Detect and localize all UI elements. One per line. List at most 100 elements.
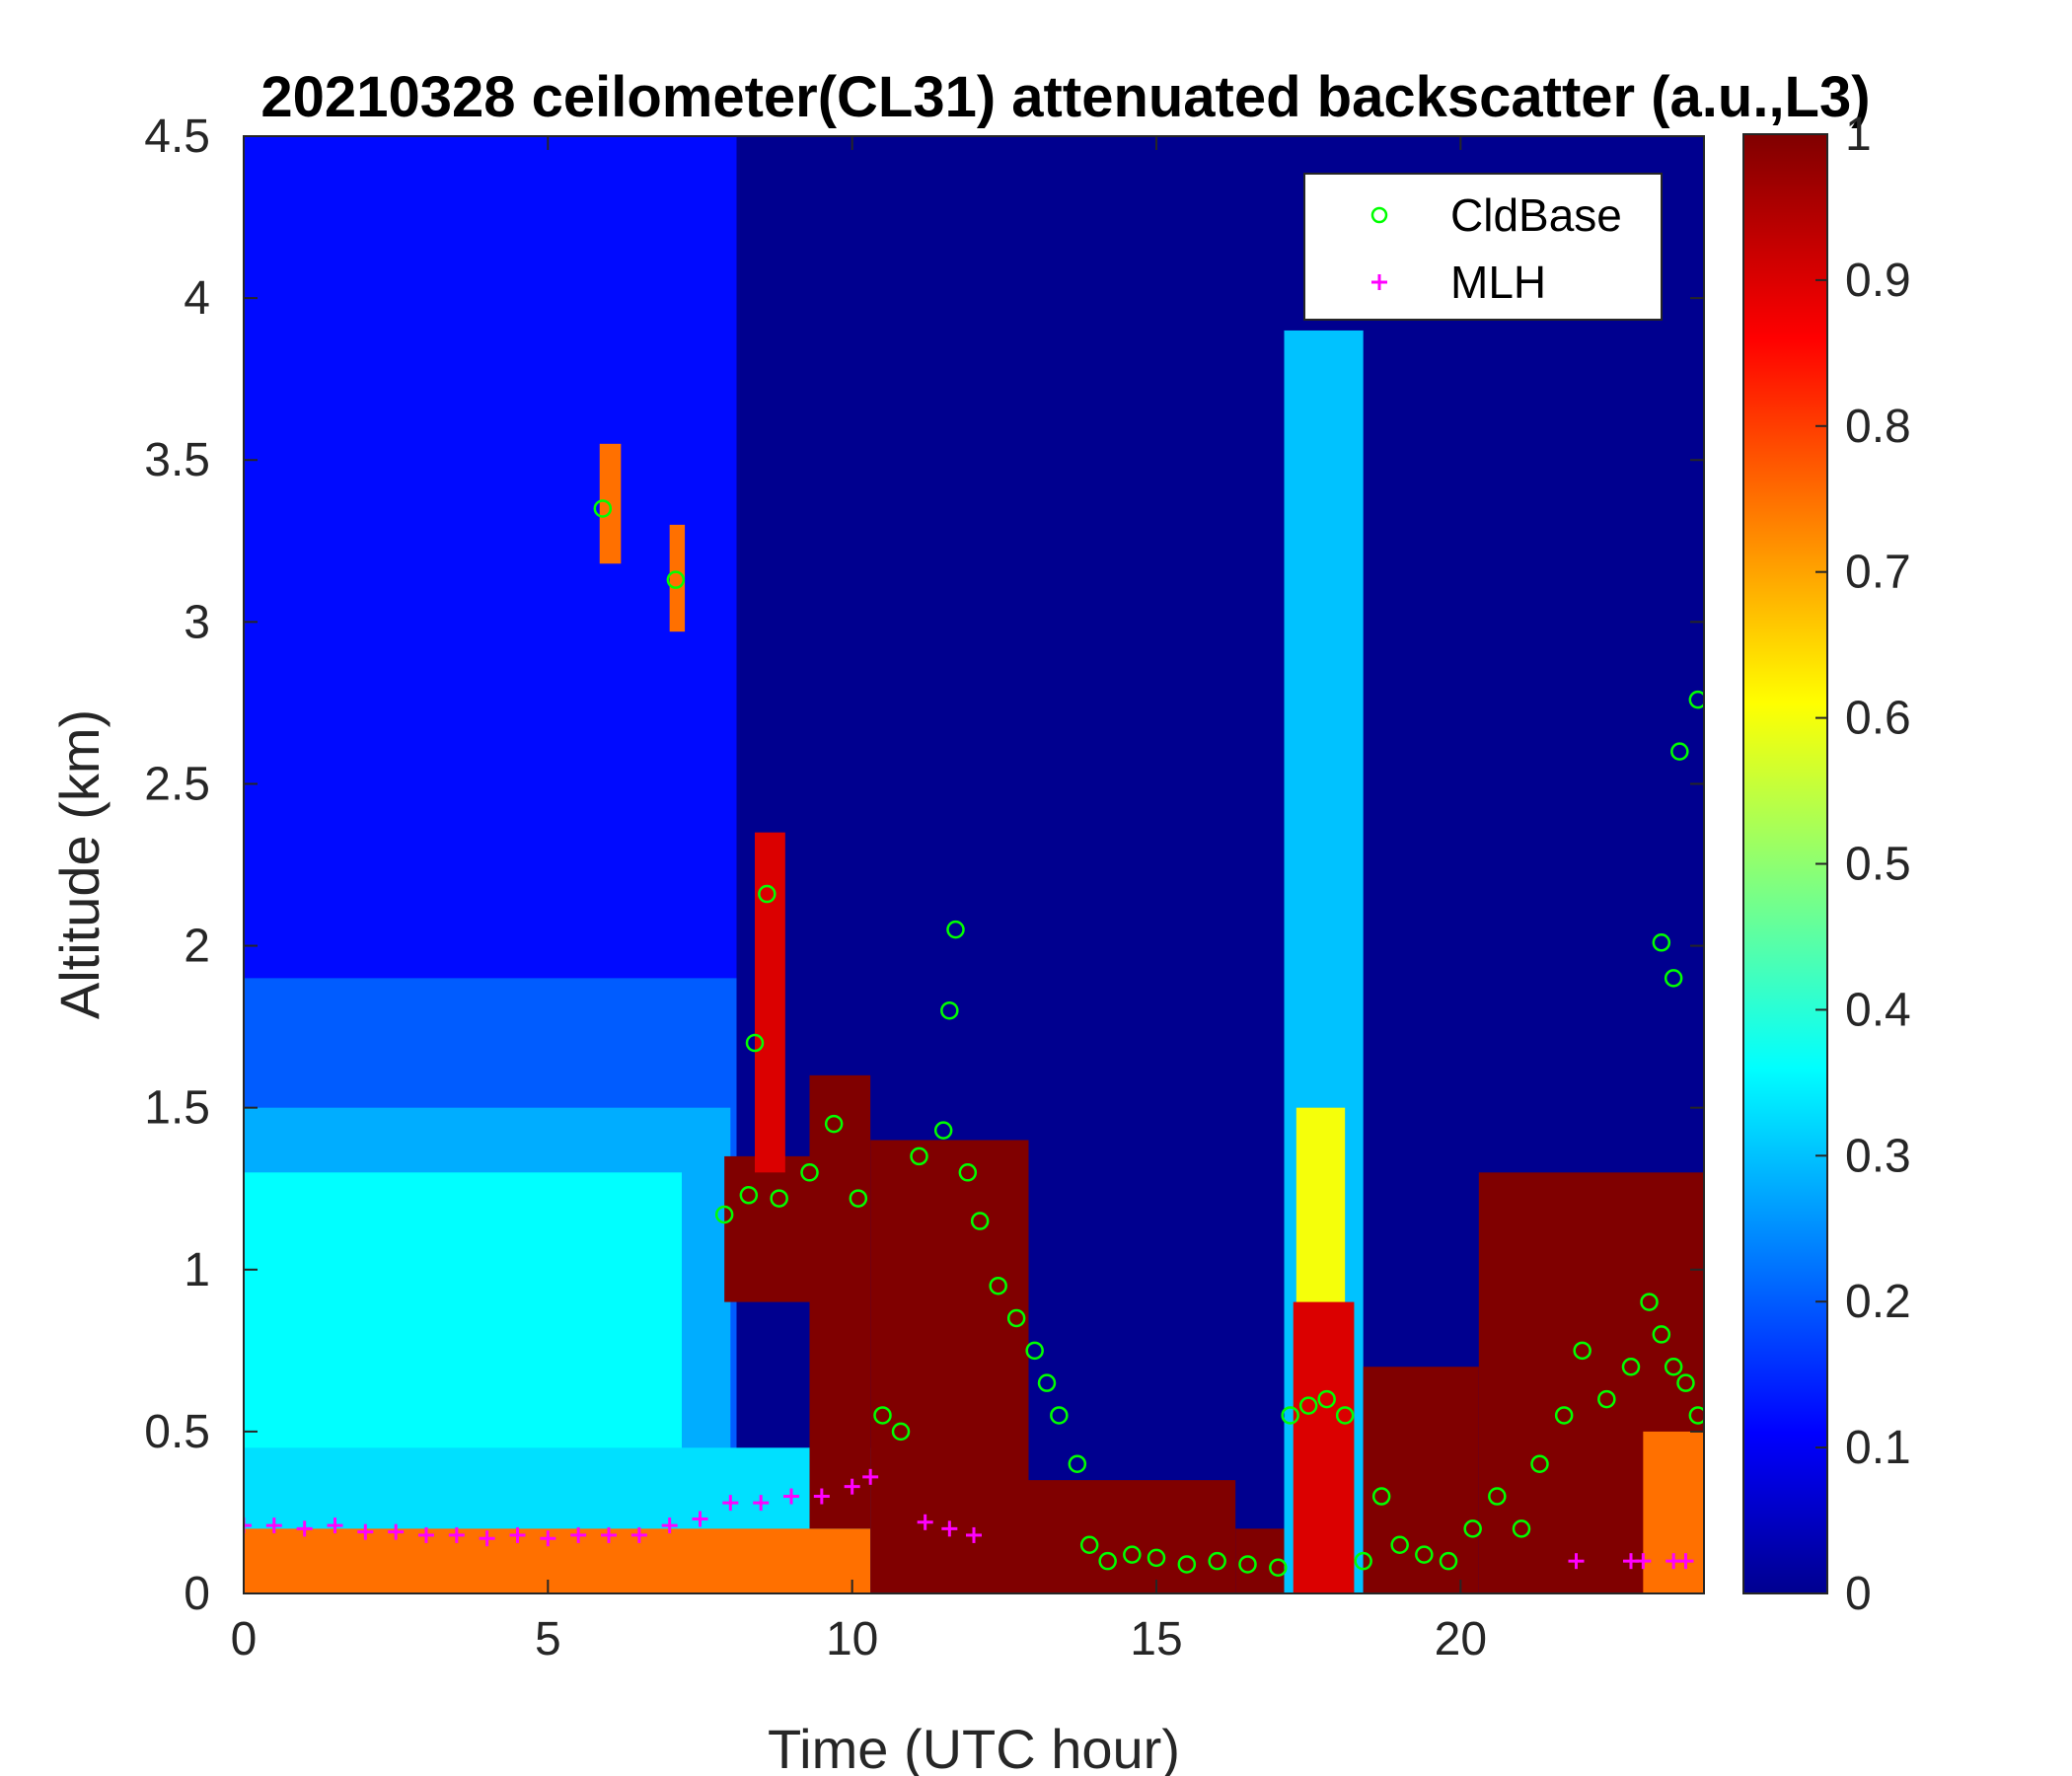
mlh-point <box>813 1488 830 1505</box>
backscatter-region <box>1643 1431 1704 1593</box>
colorbar-tick-label: 0 <box>1845 1568 1872 1620</box>
legend-box <box>1303 173 1663 321</box>
cloud-base-point <box>910 1147 928 1166</box>
mlh-point <box>327 1517 343 1534</box>
mlh-point <box>296 1520 313 1537</box>
mlh-point <box>540 1530 556 1547</box>
cloud-base-point <box>1554 1406 1574 1425</box>
cloud-base-point <box>1512 1519 1531 1538</box>
colorbar-tick-label: 1 <box>1845 109 1872 161</box>
chart-title: 20210328 ceilometer(CL31) attenuated bac… <box>260 65 1870 129</box>
y-tick-label: 4 <box>184 272 210 325</box>
y-axis: 0 0.5 1 1.5 2 2.5 3 3.5 4 4.5 <box>144 111 1705 1620</box>
cloud-base-point <box>1281 1406 1299 1425</box>
cloud-base-point <box>1123 1545 1142 1564</box>
cloud-base-point <box>1177 1555 1197 1574</box>
backscatter-region <box>1293 1301 1355 1593</box>
backscatter-region <box>669 524 686 632</box>
y-tick-label: 2 <box>184 921 210 973</box>
cloud-base-point <box>1147 1548 1166 1568</box>
mlh-point <box>418 1526 434 1543</box>
colorbar <box>1742 133 1828 1594</box>
cloud-base-point <box>1390 1535 1409 1555</box>
mlh-point <box>448 1526 465 1543</box>
cloud-base-point <box>1640 1293 1659 1311</box>
mlh-point <box>753 1495 770 1512</box>
cloud-base-point <box>1037 1373 1057 1392</box>
cloud-base-point <box>1415 1545 1434 1564</box>
mlh-point <box>661 1517 678 1534</box>
mlh-point <box>357 1523 374 1540</box>
backscatter-region <box>1028 1480 1236 1593</box>
mlh-point <box>601 1526 617 1543</box>
mlh-point <box>862 1468 879 1485</box>
colorbar-tick-label: 0.1 <box>1845 1422 1911 1474</box>
cloud-base-point <box>1573 1341 1591 1361</box>
colorbar-tick-label: 0.9 <box>1845 255 1911 307</box>
cloud-base-point <box>849 1189 868 1208</box>
mlh-series <box>244 1468 1694 1570</box>
cloud-base-point <box>1688 1406 1704 1425</box>
colorbar-tick-label: 0.5 <box>1845 839 1911 891</box>
x-axis-label: Time (UTC hour) <box>768 1718 1180 1776</box>
cloud-base-point <box>958 1163 978 1182</box>
colorbar-axis: 0 0.1 0.2 0.3 0.4 0.5 0.6 0.7 0.8 0.9 1 <box>1815 109 1911 1620</box>
mlh-point <box>570 1526 587 1543</box>
mlh-point <box>783 1488 799 1505</box>
cloud-base-series <box>593 499 1704 1577</box>
cloud-base-point <box>1676 1373 1695 1392</box>
cloud-base-point <box>891 1422 911 1442</box>
y-tick-label: 1 <box>184 1244 210 1296</box>
cloud-base-point <box>1025 1341 1044 1361</box>
cloud-base-point <box>1530 1454 1549 1473</box>
cloud-base-point <box>1098 1551 1117 1571</box>
cloud-base-point <box>933 1121 953 1140</box>
x-tick-label: 10 <box>826 1613 878 1665</box>
cloud-base-point <box>970 1212 990 1230</box>
mlh-point <box>479 1530 495 1547</box>
cloud-base-point <box>666 570 686 589</box>
mlh-point <box>1568 1553 1585 1570</box>
y-axis-label: Altitude (km) <box>48 709 111 1019</box>
cloud-base-point <box>1652 933 1671 952</box>
cloud-base-point <box>989 1276 1007 1295</box>
cloud-base-point <box>1463 1519 1482 1538</box>
mlh-point <box>509 1526 526 1543</box>
x-tick-label: 0 <box>231 1613 258 1665</box>
backscatter-region <box>244 1528 871 1593</box>
cloud-base-point <box>1371 1487 1391 1506</box>
cloud-base-point <box>714 1205 734 1224</box>
mlh-point <box>388 1523 405 1540</box>
backscatter-region <box>755 832 785 1173</box>
cloud-base-point <box>800 1163 819 1182</box>
mlh-point <box>722 1495 739 1512</box>
cloud-base-point <box>1664 969 1683 988</box>
cloud-base-point <box>1597 1389 1616 1409</box>
legend-marker-cldbase <box>1370 206 1388 224</box>
colorbar-tick-label: 0.6 <box>1845 693 1911 745</box>
backscatter-region <box>870 1140 1029 1593</box>
mlh-point <box>630 1526 647 1543</box>
mlh-point <box>844 1478 860 1495</box>
cloud-base-point <box>1439 1551 1458 1571</box>
mlh-point <box>265 1517 282 1534</box>
cloud-base-point <box>1652 1325 1671 1344</box>
mlh-point <box>1677 1553 1694 1570</box>
y-tick-label: 0 <box>184 1568 210 1620</box>
cloud-base-point <box>1664 1357 1683 1376</box>
y-tick-label: 0.5 <box>144 1406 210 1458</box>
cloud-base-point <box>770 1189 788 1208</box>
y-tick-label: 3 <box>184 596 210 648</box>
y-tick-label: 4.5 <box>144 111 210 163</box>
colorbar-tick-label: 0.8 <box>1845 401 1911 453</box>
cloud-base-point <box>1050 1406 1069 1425</box>
backscatter-region <box>809 1074 871 1529</box>
mlh-point <box>244 1517 252 1534</box>
legend-label-mlh: MLH <box>1450 257 1546 308</box>
cloud-base-point <box>1068 1454 1087 1473</box>
mlh-point <box>1635 1553 1652 1570</box>
cloud-base-point <box>758 884 777 904</box>
mlh-point <box>917 1514 933 1530</box>
cloud-base-point <box>1269 1558 1288 1577</box>
